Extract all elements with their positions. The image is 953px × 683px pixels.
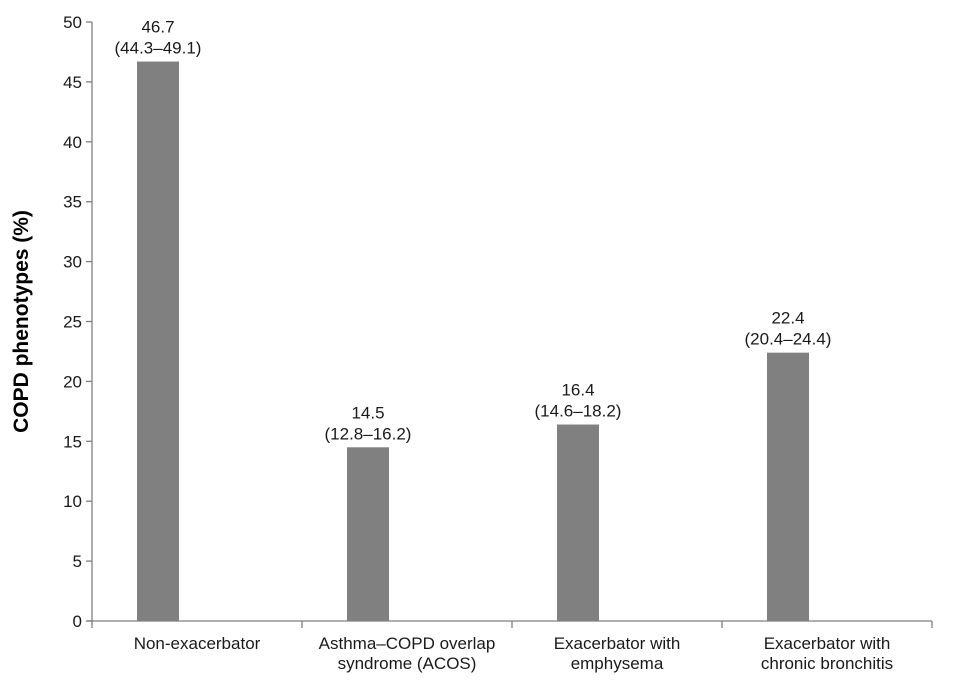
y-tick-label: 35	[63, 193, 82, 212]
bar	[347, 447, 389, 621]
bar-ci-label: (44.3–49.1)	[115, 39, 202, 58]
y-axis: 0 5 10 15 20 25 30 35 40 45 50	[63, 13, 93, 631]
bar-value-label: 14.5	[351, 403, 384, 422]
x-category-label: Asthma–COPD overlap syndrome (ACOS)	[319, 634, 496, 673]
y-tick-label: 10	[63, 492, 82, 511]
y-tick-label: 15	[63, 432, 82, 451]
bar-ci-label: (20.4–24.4)	[745, 330, 832, 349]
data-labels: 46.7 (44.3–49.1) 14.5 (12.8–16.2) 16.4 (14.6–…	[115, 18, 832, 444]
bar	[557, 424, 599, 621]
bars	[137, 61, 809, 622]
y-tick-label: 45	[63, 73, 82, 92]
x-axis: Non-exacerbator Asthma–COPD overlap syndro…	[86, 620, 933, 673]
bar-value-label: 16.4	[561, 381, 594, 400]
bar-ci-label: (12.8–16.2)	[325, 424, 412, 443]
y-tick-label: 0	[73, 612, 82, 631]
bar-value-label: 22.4	[771, 309, 804, 328]
bar-value-label: 46.7	[141, 18, 174, 37]
y-tick-label: 30	[63, 253, 82, 272]
bar	[137, 61, 179, 622]
y-axis-title: COPD phenotypes (%)	[10, 210, 33, 433]
y-tick-label: 40	[63, 133, 82, 152]
x-category-label: Exacerbator with chronic bronchitis	[761, 634, 893, 673]
bar	[767, 352, 809, 621]
x-category-label: Exacerbator with emphysema	[554, 634, 681, 673]
bar-ci-label: (14.6–18.2)	[535, 402, 622, 421]
y-tick-label: 25	[63, 313, 82, 332]
x-category-label: Non-exacerbator	[134, 634, 261, 653]
y-tick-label: 5	[73, 552, 82, 571]
y-tick-label: 50	[63, 13, 82, 32]
y-tick-label: 20	[63, 372, 82, 391]
